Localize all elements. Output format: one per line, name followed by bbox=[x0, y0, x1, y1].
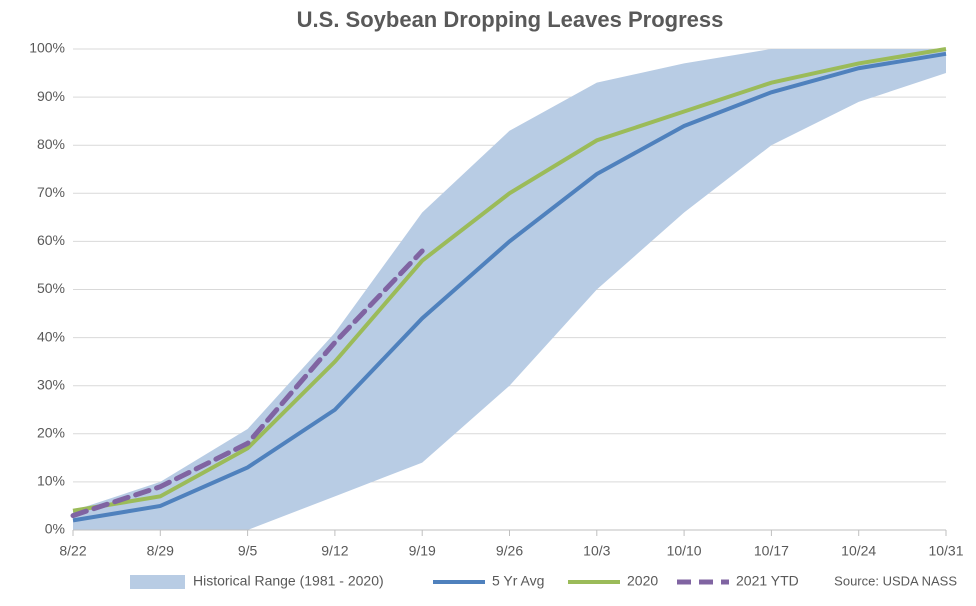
y-tick-label: 30% bbox=[37, 376, 65, 392]
x-tick-label: 9/5 bbox=[238, 543, 258, 559]
chart-title: U.S. Soybean Dropping Leaves Progress bbox=[297, 7, 724, 32]
historical-range bbox=[73, 49, 946, 530]
x-tick-label: 10/17 bbox=[754, 543, 789, 559]
x-tick-label: 10/31 bbox=[928, 543, 963, 559]
y-tick-label: 70% bbox=[37, 184, 65, 200]
x-tick-label: 9/19 bbox=[409, 543, 436, 559]
y-tick-label: 90% bbox=[37, 88, 65, 104]
series-line bbox=[72, 47, 947, 513]
x-tick-label: 8/22 bbox=[59, 543, 86, 559]
source: Source: USDA NASS bbox=[834, 573, 957, 588]
series-line bbox=[72, 51, 947, 523]
legend-label: 2021 YTD bbox=[736, 573, 799, 589]
x-tick-label: 9/12 bbox=[321, 543, 348, 559]
legend-label: 5 Yr Avg bbox=[492, 573, 544, 589]
y-tick-label: 80% bbox=[37, 136, 65, 152]
y-tick-label: 0% bbox=[45, 521, 65, 537]
y-tick-label: 10% bbox=[37, 473, 65, 489]
x-tick-label: 10/3 bbox=[583, 543, 610, 559]
x-tick-label: 9/26 bbox=[496, 543, 523, 559]
x-tick-label: 10/24 bbox=[841, 543, 876, 559]
y-tick-label: 20% bbox=[37, 425, 65, 441]
legend-swatch bbox=[130, 575, 185, 589]
y-tick-label: 100% bbox=[29, 40, 65, 56]
y-tick-label: 60% bbox=[37, 232, 65, 248]
y-tick-label: 50% bbox=[37, 280, 65, 296]
x-tick-label: 8/29 bbox=[147, 543, 174, 559]
x-tick-label: 10/10 bbox=[667, 543, 702, 559]
legend-label: 2020 bbox=[627, 573, 658, 589]
series-line bbox=[70, 248, 425, 519]
y-tick-label: 40% bbox=[37, 328, 65, 344]
legend-label: Historical Range (1981 - 2020) bbox=[193, 573, 384, 589]
